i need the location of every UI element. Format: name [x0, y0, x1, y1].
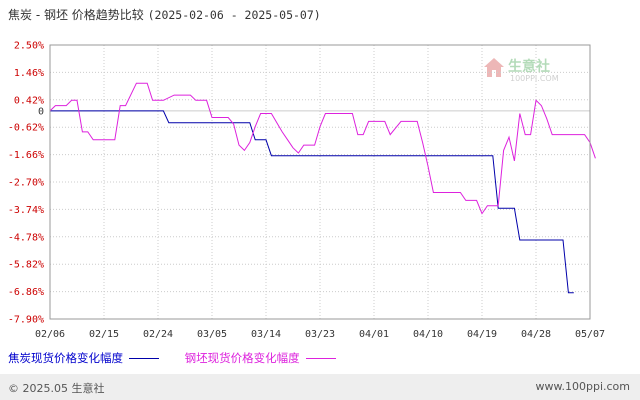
chart-grid — [50, 44, 590, 320]
y-tick-label: -5.82% — [8, 260, 44, 271]
x-tick-label: 03/14 — [251, 329, 281, 340]
x-tick-label: 04/10 — [413, 329, 443, 340]
x-tick-label: 04/28 — [521, 329, 551, 340]
legend-item-series1: 焦炭现货价格变化幅度 — [8, 350, 159, 366]
y-tick-label: -3.74% — [8, 205, 44, 216]
y-tick-label: 1.46% — [14, 68, 44, 79]
x-axis-ticks: 02/06 02/15 02/24 03/05 03/14 03/23 04/01 04/10… — [35, 329, 605, 340]
y-tick-label: -6.86% — [8, 287, 44, 298]
series-line-2 — [49, 82, 596, 215]
y-tick-label: -2.70% — [8, 178, 44, 189]
plot-border — [49, 44, 591, 320]
x-tick-label: 03/05 — [197, 329, 227, 340]
y-tick-label: -1.66% — [8, 150, 44, 161]
chart-series — [49, 82, 596, 294]
footer-website-link[interactable]: www.100ppi.com — [535, 380, 630, 393]
y-tick-label: -4.78% — [8, 232, 44, 243]
y-tick-label: 0 — [38, 106, 44, 117]
chart-title-text: 焦炭 - 钢坯 价格趋势比较 — [8, 8, 144, 22]
series-line-1 — [50, 110, 574, 294]
chart-title: 焦炭 - 钢坯 价格趋势比较 (2025-02-06 - 2025-05-07) — [8, 6, 321, 23]
chart-legend: 焦炭现货价格变化幅度 钢坯现货价格变化幅度 — [8, 350, 358, 366]
legend-swatch-series2 — [305, 358, 336, 359]
legend-label-series1: 焦炭现货价格变化幅度 — [8, 351, 123, 365]
x-tick-label: 03/23 — [305, 329, 335, 340]
legend-swatch-series1 — [129, 358, 159, 359]
x-tick-label: 04/01 — [359, 329, 389, 340]
y-tick-label: -7.90% — [8, 315, 44, 326]
x-tick-label: 05/07 — [575, 329, 605, 340]
y-axis-ticks: 2.50% 1.46% 0.42%0 -0.62% -1.66% -2.70% -3.74%… — [8, 41, 44, 326]
x-tick-label: 02/24 — [143, 329, 173, 340]
line-chart: 2.50% 1.46% 0.42%0 -0.62% -1.66% -2.70% -3.74%… — [8, 41, 605, 341]
watermark-domain: 100PPI.COM — [510, 74, 559, 83]
x-tick-label: 02/06 — [35, 329, 65, 340]
watermark-name: 生意社 — [508, 59, 550, 75]
footer-copyright: © 2025.05 生意社 — [8, 382, 105, 395]
y-tick-label: -0.62% — [8, 123, 44, 134]
legend-item-series2: 钢坯现货价格变化幅度 — [185, 350, 336, 366]
y-tick-label: 2.50% — [14, 41, 44, 52]
legend-label-series2: 钢坯现货价格变化幅度 — [184, 351, 300, 365]
chart-date-range: (2025-02-06 - 2025-05-07) — [147, 8, 321, 22]
footer-bar: © 2025.05 生意社 www.100ppi.com — [0, 374, 640, 400]
y-tick-label: 0.42% — [14, 95, 44, 106]
x-tick-label: 04/19 — [467, 329, 497, 340]
x-tick-label: 02/15 — [89, 329, 119, 340]
